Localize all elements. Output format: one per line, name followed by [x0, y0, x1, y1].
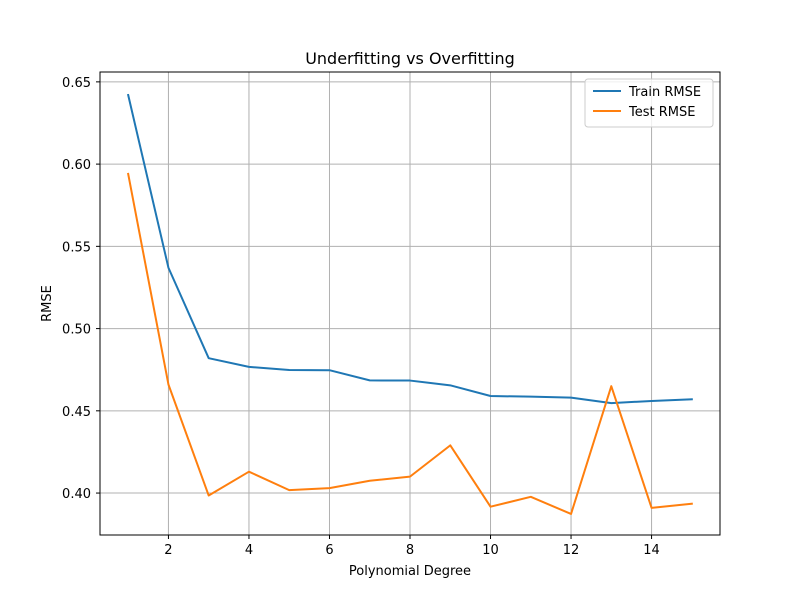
legend-label-test: Test RMSE [628, 105, 695, 120]
x-tick-label: 2 [164, 543, 172, 558]
x-tick-label: 14 [643, 543, 660, 558]
test-rmse-line [127, 172, 693, 515]
x-axis-title: Polynomial Degree [349, 564, 471, 579]
grid [100, 72, 720, 535]
y-tick-label: 0.60 [62, 158, 91, 173]
y-tick-label: 0.65 [62, 76, 91, 91]
y-tick-label: 0.50 [62, 323, 91, 338]
legend: Train RMSE Test RMSE [584, 78, 714, 128]
axis-ticks: 2 4 6 8 10 12 14 0.40 0.45 0.50 0.55 0.60 0.65 [62, 76, 660, 558]
x-tick-label: 10 [482, 543, 499, 558]
legend-label-train: Train RMSE [628, 85, 701, 100]
x-tick-label: 8 [406, 543, 414, 558]
chart-title: Underfitting vs Overfitting [305, 49, 515, 68]
y-tick-label: 0.55 [62, 240, 91, 255]
series-lines [126, 93, 693, 515]
y-axis-title: RMSE [40, 285, 55, 322]
x-tick-label: 6 [325, 543, 333, 558]
x-tick-label: 4 [245, 543, 253, 558]
x-tick-label: 12 [563, 543, 580, 558]
y-tick-label: 0.40 [62, 487, 91, 502]
train-rmse-line [126, 93, 693, 405]
y-tick-label: 0.45 [62, 405, 91, 420]
